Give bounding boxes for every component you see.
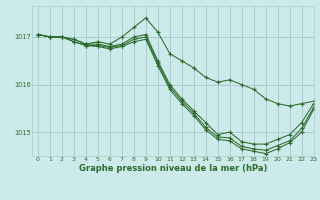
X-axis label: Graphe pression niveau de la mer (hPa): Graphe pression niveau de la mer (hPa) — [79, 164, 267, 173]
